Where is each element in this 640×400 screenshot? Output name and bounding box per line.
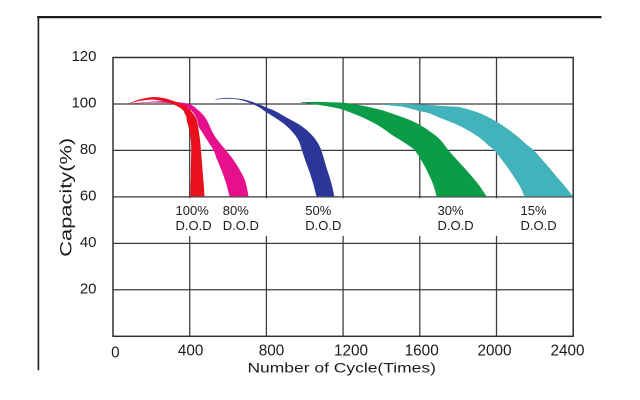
svg-text:2400: 2400 <box>550 343 584 360</box>
svg-text:D.O.D: D.O.D <box>176 218 212 233</box>
svg-text:120: 120 <box>71 48 96 65</box>
svg-text:30%: 30% <box>438 203 464 218</box>
svg-text:400: 400 <box>178 343 204 360</box>
svg-text:100%: 100% <box>176 203 210 218</box>
svg-text:Capacity(%): Capacity(%) <box>57 138 76 257</box>
svg-text:50%: 50% <box>305 203 331 218</box>
svg-text:D.O.D: D.O.D <box>305 218 341 233</box>
svg-text:80: 80 <box>80 141 97 158</box>
svg-text:0: 0 <box>111 345 120 362</box>
svg-text:D.O.D: D.O.D <box>438 218 474 233</box>
svg-text:80%: 80% <box>223 203 249 218</box>
svg-text:100: 100 <box>71 95 96 112</box>
svg-text:Number of Cycle(Times): Number of Cycle(Times) <box>247 361 435 376</box>
svg-text:20: 20 <box>80 281 97 298</box>
svg-text:40: 40 <box>80 234 97 251</box>
svg-text:2000: 2000 <box>477 343 511 360</box>
svg-text:60: 60 <box>80 188 97 205</box>
svg-text:800: 800 <box>259 343 285 360</box>
svg-text:15%: 15% <box>521 203 547 218</box>
svg-text:D.O.D: D.O.D <box>521 218 557 233</box>
svg-text:1200: 1200 <box>334 343 368 360</box>
svg-text:D.O.D: D.O.D <box>223 218 259 233</box>
svg-text:1600: 1600 <box>405 343 439 360</box>
